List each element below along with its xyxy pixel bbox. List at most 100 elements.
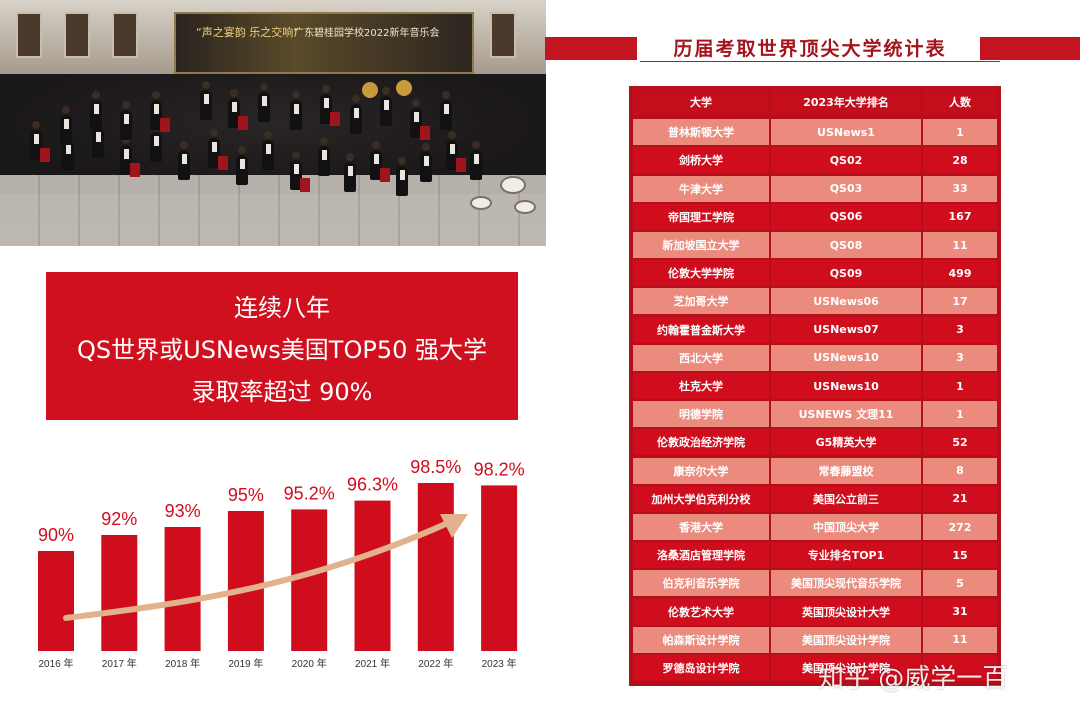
cell-university: 牛津大学 bbox=[633, 175, 769, 202]
cell-count: 3 bbox=[923, 344, 997, 371]
chart-bar bbox=[164, 527, 201, 651]
cell-ranking: G5精英大学 bbox=[771, 429, 921, 456]
cell-university: 香港大学 bbox=[633, 514, 769, 540]
cell-ranking: USNews10 bbox=[771, 344, 921, 371]
musician-figure bbox=[178, 141, 190, 180]
musician-figure bbox=[370, 141, 382, 180]
shirt-collar bbox=[94, 104, 99, 114]
cell-count: 11 bbox=[923, 232, 997, 258]
shirt-collar bbox=[240, 159, 245, 169]
cell-count: 31 bbox=[923, 598, 997, 625]
cell-ranking: USNews10 bbox=[771, 373, 921, 399]
tagline-line-2: QS世界或USNews美国TOP50 强大学 bbox=[77, 336, 487, 364]
shirt-collar bbox=[414, 112, 419, 122]
musician-figure bbox=[470, 141, 482, 180]
shirt-collar bbox=[348, 166, 353, 176]
table-row: 伯克利音乐学院 美国顶尖现代音乐学院 5 bbox=[631, 569, 999, 597]
cell-count: 1 bbox=[923, 373, 997, 399]
table-row: 约翰霍普金斯大学 USNews07 3 bbox=[631, 316, 999, 344]
musician-figure bbox=[262, 131, 274, 170]
table-row: 伦敦政治经济学院 G5精英大学 52 bbox=[631, 428, 999, 456]
cell-ranking: QS02 bbox=[771, 147, 921, 174]
table-row: 罗德岛设计学院 美国顶尖设计学院 bbox=[631, 654, 999, 682]
cell-ranking: 美国顶尖现代音乐学院 bbox=[771, 570, 921, 597]
cell-university: 明德学院 bbox=[633, 401, 769, 428]
musician-figure bbox=[208, 129, 220, 168]
shirt-collar bbox=[400, 170, 405, 180]
shirt-collar bbox=[444, 104, 449, 114]
shirt-collar bbox=[384, 100, 389, 110]
cell-university: 新加坡国立大学 bbox=[633, 232, 769, 258]
shirt-collar bbox=[212, 142, 217, 152]
musician-figure bbox=[420, 143, 432, 182]
table-row: 洛桑酒店管理学院 专业排名TOP1 15 bbox=[631, 541, 999, 569]
cell-university: 帝国理工学院 bbox=[633, 203, 769, 230]
table-row: 香港大学 中国顶尖大学 272 bbox=[631, 513, 999, 541]
cell-ranking: 美国顶尖设计学院 bbox=[771, 626, 921, 653]
red-chair bbox=[218, 156, 228, 170]
table-row: 明德学院 USNEWS 文理11 1 bbox=[631, 400, 999, 428]
cell-ranking: USNEWS 文理11 bbox=[771, 401, 921, 428]
cell-count: 167 bbox=[923, 203, 997, 230]
cell-count: 33 bbox=[923, 175, 997, 202]
chart-bar bbox=[481, 485, 518, 651]
zhihu-watermark: 知乎 @威学一百 bbox=[818, 664, 1009, 694]
table-row: 伦敦艺术大学 英国顶尖设计大学 31 bbox=[631, 598, 999, 626]
bar-value-label: 95.2% bbox=[284, 483, 335, 503]
red-chair bbox=[238, 116, 248, 130]
shirt-collar bbox=[294, 164, 299, 174]
cell-ranking: USNews1 bbox=[771, 119, 921, 146]
x-tick-label: 2018 年 bbox=[165, 657, 200, 670]
title-bar-right bbox=[980, 37, 1080, 60]
musician-figure bbox=[258, 83, 270, 122]
cell-count: 11 bbox=[923, 626, 997, 653]
shirt-collar bbox=[424, 156, 429, 166]
cell-university: 洛桑酒店管理学院 bbox=[633, 542, 769, 569]
cell-university: 帕森斯设计学院 bbox=[633, 626, 769, 653]
musician-figure bbox=[90, 91, 102, 130]
drum bbox=[514, 200, 536, 214]
cell-university: 罗德岛设计学院 bbox=[633, 655, 769, 681]
cell-count: 1 bbox=[923, 119, 997, 146]
university-table: 大学 2023年大学排名 人数 普林斯顿大学 USNews1 1 剑桥大学 QS02 28… bbox=[629, 86, 1001, 686]
cell-university: 伦敦大学学院 bbox=[633, 260, 769, 287]
shirt-collar bbox=[154, 104, 159, 114]
cell-ranking: 专业排名TOP1 bbox=[771, 542, 921, 569]
header-ranking: 2023年大学排名 bbox=[771, 89, 921, 115]
musician-figure bbox=[290, 91, 302, 130]
cell-ranking: 美国公立前三 bbox=[771, 485, 921, 512]
musician-figure bbox=[120, 136, 132, 175]
x-tick-label: 2021 年 bbox=[355, 657, 390, 670]
red-chair bbox=[330, 112, 340, 126]
chart-bar bbox=[417, 483, 454, 651]
shirt-collar bbox=[124, 149, 129, 159]
red-chair bbox=[160, 118, 170, 132]
shirt-collar bbox=[64, 119, 69, 129]
cell-university: 杜克大学 bbox=[633, 373, 769, 399]
table-row: 芝加哥大学 USNews06 17 bbox=[631, 287, 999, 315]
cell-count: 5 bbox=[923, 570, 997, 597]
musician-figure bbox=[318, 137, 330, 176]
x-tick-label: 2019 年 bbox=[228, 657, 263, 670]
banner-slogan: “声之宴韵 乐之交响” bbox=[196, 26, 299, 39]
cell-ranking: QS09 bbox=[771, 260, 921, 287]
bar-value-label: 90% bbox=[38, 525, 74, 545]
bar-value-label: 95% bbox=[228, 485, 264, 505]
red-chair bbox=[420, 126, 430, 140]
cell-university: 剑桥大学 bbox=[633, 147, 769, 174]
musician-figure bbox=[30, 121, 42, 160]
shirt-collar bbox=[354, 108, 359, 118]
red-chair bbox=[380, 168, 390, 182]
table-row: 牛津大学 QS03 33 bbox=[631, 175, 999, 203]
musician-figure bbox=[320, 85, 332, 124]
cell-count: 1 bbox=[923, 401, 997, 428]
cell-count: 272 bbox=[923, 514, 997, 540]
shirt-collar bbox=[322, 150, 327, 160]
musician-figure bbox=[200, 81, 212, 120]
shirt-collar bbox=[66, 144, 71, 154]
musician-figure bbox=[120, 101, 132, 140]
cell-university: 伦敦政治经济学院 bbox=[633, 429, 769, 456]
bar-value-label: 96.3% bbox=[347, 475, 398, 495]
cell-university: 加州大学伯克利分校 bbox=[633, 485, 769, 512]
musician-figure bbox=[290, 151, 302, 190]
